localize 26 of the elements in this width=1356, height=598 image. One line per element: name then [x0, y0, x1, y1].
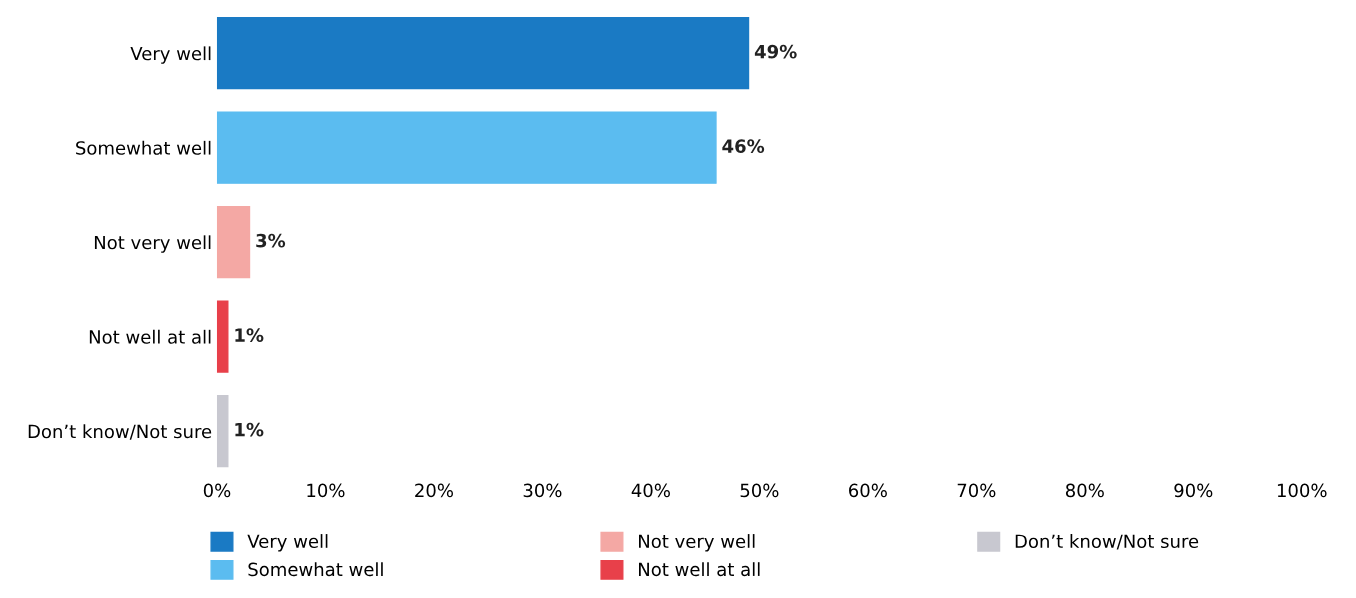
- legend-label: Somewhat well: [248, 562, 383, 577]
- y-tick-label: Not well at all: [89, 329, 211, 344]
- x-tick-label: 30%: [523, 483, 562, 498]
- x-tick-label: 50%: [740, 483, 779, 498]
- x-tick-label: 90%: [1174, 483, 1213, 498]
- y-tick-label: Somewhat well: [76, 140, 211, 155]
- x-tick-label: 0%: [203, 483, 231, 498]
- x-tick-label: 70%: [957, 483, 996, 498]
- x-tick-label: 100%: [1277, 483, 1327, 498]
- legend-label: Very well: [247, 534, 328, 552]
- data-label: 49%: [754, 44, 797, 59]
- data-label: 1%: [235, 422, 264, 437]
- x-tick-label: 60%: [849, 483, 887, 498]
- data-label: 1%: [235, 328, 264, 342]
- legend-label: Not well at all: [639, 562, 760, 577]
- data-label: 46%: [722, 139, 765, 153]
- legend-label: Not very well: [639, 534, 755, 552]
- x-tick-label: 80%: [1065, 483, 1104, 498]
- data-label: 3%: [256, 233, 286, 248]
- y-tick-label: Very well: [130, 46, 211, 64]
- x-tick-label: 20%: [415, 483, 453, 498]
- legend-label: Don’t know/Not sure: [1015, 534, 1199, 550]
- y-tick-label: Not very well: [94, 235, 211, 253]
- y-tick-label: Don’t know/Not sure: [28, 424, 212, 440]
- x-tick-label: 10%: [307, 483, 345, 498]
- x-tick-label: 40%: [631, 483, 670, 498]
